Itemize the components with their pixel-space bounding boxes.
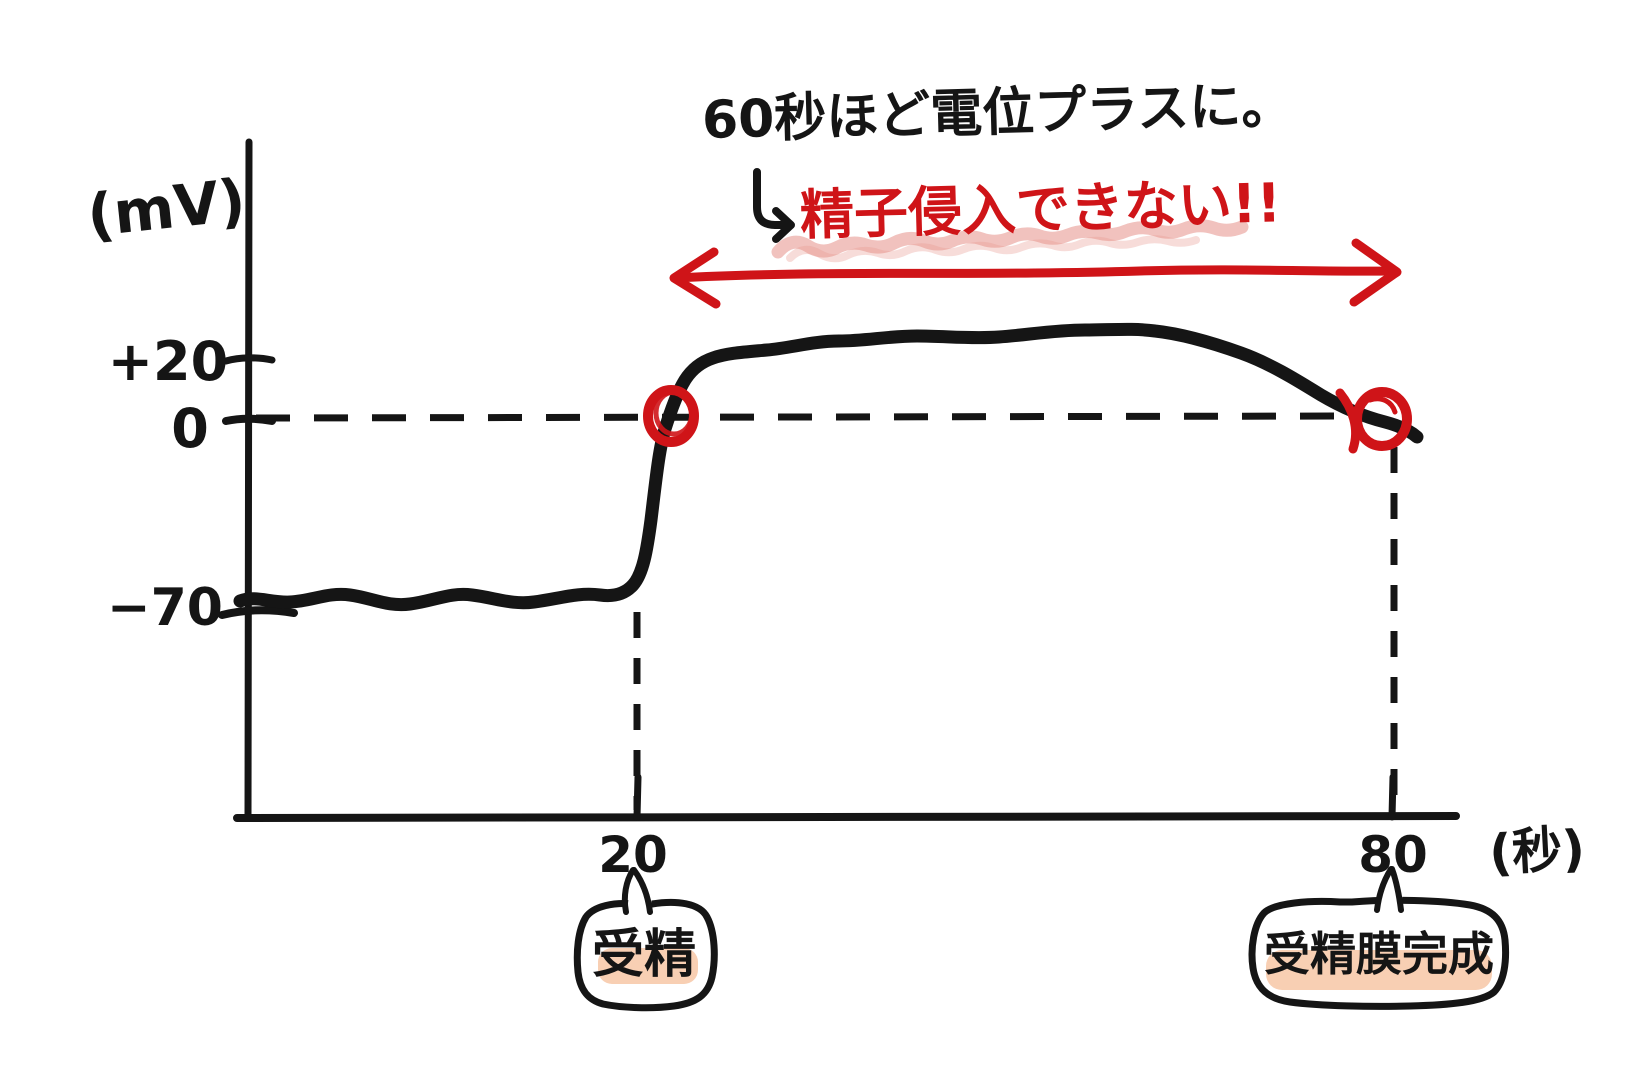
orange-highlight-left [598, 948, 698, 984]
bubble-tail-left-stroke-b [631, 867, 653, 915]
bubble-tail-left-stroke-a [621, 867, 636, 915]
orange-highlight-right [1266, 950, 1492, 990]
y-axis-line [244, 138, 253, 822]
y-tick-minus70 [218, 606, 298, 619]
x-axis-line [233, 812, 1460, 822]
red-arrowhead-left-icon [669, 247, 721, 309]
red-circle-at-21s-inner [653, 389, 695, 437]
red-circle-at-80s-scribble [1335, 388, 1361, 454]
y-tick-plus20 [222, 354, 276, 365]
y-tick-label-plus20: +20 [108, 330, 228, 393]
red-circle-at-80s-inner [1367, 396, 1398, 415]
zero-mv-dashed-line [255, 412, 1353, 422]
corner-arrow-icon [753, 168, 792, 229]
top-note-text: 60秒ほど電位プラスに。 [701, 76, 1294, 151]
bubble-tail-right-stroke-a [1374, 866, 1394, 913]
red-note-text: 精子侵入できない!! [799, 171, 1282, 247]
bubble-label-membrane-complete: 受精膜完成 [1264, 927, 1494, 981]
x-tick-label-20: 20 [598, 826, 668, 884]
wavy-underline-texture [786, 235, 1200, 263]
membrane-potential-curve [233, 322, 1424, 612]
y-tick-label-minus70: −70 [107, 578, 223, 638]
x-tick-label-80: 80 [1358, 826, 1428, 884]
red-span-arrow-line [671, 265, 1395, 283]
red-arrowhead-right-icon [1349, 238, 1402, 307]
wavy-underline [771, 219, 1249, 259]
x-axis-unit-label: (秒) [1488, 820, 1587, 883]
y-axis-unit-label: (mV) [84, 166, 249, 250]
bubble-label-fertilization: 受精 [592, 925, 696, 985]
bubble-tail-right-stroke-b [1389, 866, 1404, 913]
y-tick-label-zero: 0 [171, 397, 209, 460]
corner-arrowhead-icon [772, 207, 795, 243]
